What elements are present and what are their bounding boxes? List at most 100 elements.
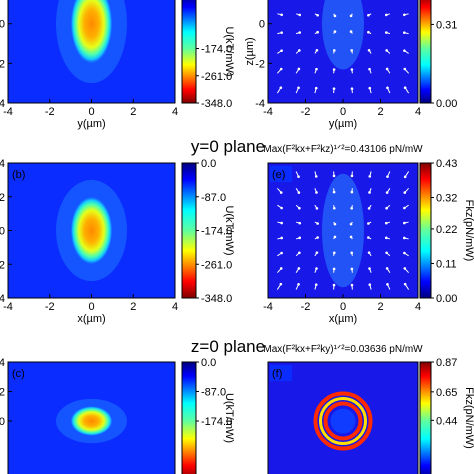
force-arrow-head [280, 236, 283, 240]
colorbar-tick-label: -87.0 [201, 387, 226, 399]
panel-label: (f) [272, 368, 282, 380]
colorbar-label: Fkz(pN/mW) [463, 200, 474, 262]
colorbar-tick-label: 0.0 [201, 158, 216, 170]
force-arrow-head [385, 251, 388, 255]
panel-label: (b) [12, 169, 25, 181]
force-core [322, 0, 364, 70]
force-arrow-head [350, 206, 354, 210]
x-tick-label: -2 [45, 301, 55, 313]
force-arrow-head [298, 49, 301, 52]
colorbar-tick-label: 0.00 [436, 293, 457, 305]
force-arrow-head [368, 86, 372, 90]
force-arrow-head [403, 175, 407, 179]
force-arrow-head [332, 190, 336, 194]
force-arrow-head [384, 221, 388, 225]
force-arrow-head [349, 14, 353, 18]
force-arrow-head [367, 48, 371, 52]
y-tick-label: 0 [0, 19, 5, 31]
x-tick-label: 4 [172, 106, 178, 118]
force-arrow-head [280, 221, 283, 225]
force-arrow-head [314, 86, 318, 90]
y-tick-label: -4 [0, 293, 5, 305]
colorbar-label: Fkz(pN/mW) [463, 387, 474, 449]
x-tick-label: 0 [340, 301, 346, 313]
panel-2: -4 -2 0 2 4y(µm)-4-20z(µm)0.310.00 [244, 0, 457, 130]
force-arrow-head [298, 31, 302, 34]
force-arrow-head [333, 235, 337, 239]
force-arrow-head [350, 68, 354, 71]
panel-label-box [270, 166, 292, 182]
force-arrow-head [403, 206, 406, 210]
force-arrow-head [298, 13, 302, 17]
force-arrow-head [332, 68, 336, 71]
colorbar [181, 0, 197, 104]
force-arrow-head [297, 267, 301, 270]
force-arrow-head [368, 175, 372, 178]
x-tick-label: 4 [172, 301, 178, 313]
force-arrow-head [403, 67, 407, 71]
colorbar-tick-label: 0.0 [201, 357, 216, 369]
force-arrow-head [403, 236, 406, 240]
force-arrow-head [386, 283, 389, 286]
max-force-label: Max(F²kx+F²kz)¹ᐟ²=0.43106 pN/mW [263, 144, 423, 155]
panel-label: (c) [12, 368, 25, 380]
force-arrow-head [367, 222, 370, 225]
force-arrow-head [403, 86, 407, 89]
force-arrow-head [349, 30, 353, 33]
panel-label-box [10, 166, 32, 182]
force-arrow-head [279, 67, 283, 71]
force-arrow-head [368, 267, 371, 270]
force-arrow-head [298, 221, 302, 225]
force-arrow-head [385, 191, 389, 194]
force-arrow-head [332, 251, 336, 255]
plane-title: y=0 plane [191, 137, 265, 156]
force-arrow-head [315, 251, 319, 254]
force-arrow-head [385, 67, 389, 71]
force-arrow-head [385, 49, 388, 52]
force-ring-core [330, 408, 356, 434]
force-arrow-head [350, 174, 354, 178]
y-tick-label: -4 [0, 98, 5, 110]
force-arrow-head [298, 236, 302, 240]
colorbar-tick-label: 0.87 [436, 357, 457, 369]
colorbar-tick-label: 0.00 [436, 98, 457, 110]
panel-label: (e) [272, 169, 285, 181]
force-arrow-head [350, 49, 354, 52]
force-arrow-head [298, 251, 301, 255]
force-arrow-head [350, 190, 354, 194]
y-tick-label: -2 [0, 259, 5, 271]
panel-6: 0.87 0.65 0.44 Fkz(pN/mW) (f) Max(F²kx+F²ky)¹… [263, 344, 474, 474]
force-arrow-head [297, 191, 301, 194]
force-arrow-head [367, 13, 370, 17]
force-arrow-head [385, 206, 388, 210]
colorbar-tick-label: 0.31 [436, 19, 457, 31]
force-arrow-head [297, 67, 301, 71]
force-arrow-head [367, 207, 371, 210]
x-tick-label: 2 [130, 106, 136, 118]
x-tick-label: -4 [3, 301, 13, 313]
panel-label-box [270, 365, 292, 381]
force-arrow-head [403, 221, 406, 225]
force-arrow-head [280, 49, 283, 52]
colorbar-tick-label: 0.65 [436, 387, 457, 399]
force-ring-mid [319, 397, 367, 445]
force-core [322, 173, 364, 288]
colorbar-label: U(kT/mW) [223, 26, 235, 76]
y-tick-label: 4 [0, 357, 5, 369]
force-arrow-head [403, 31, 406, 34]
force-arrow-head [332, 206, 336, 210]
force-arrow-head [403, 49, 406, 52]
x-tick-label: -4 [263, 106, 273, 118]
x-axis-label: x(µm) [329, 313, 357, 325]
force-arrow-head [280, 251, 283, 255]
colorbar-tick-label: -87.0 [201, 192, 226, 204]
x-tick-label: 4 [415, 301, 421, 313]
force-arrow-head [350, 267, 354, 271]
force-arrow-head [333, 222, 337, 226]
colorbar-tick-label: -174.0 [201, 44, 232, 56]
force-arrow-head [315, 67, 318, 71]
x-tick-label: -2 [45, 106, 55, 118]
force-arrow-head [315, 48, 319, 52]
force-arrow-head [279, 282, 283, 286]
